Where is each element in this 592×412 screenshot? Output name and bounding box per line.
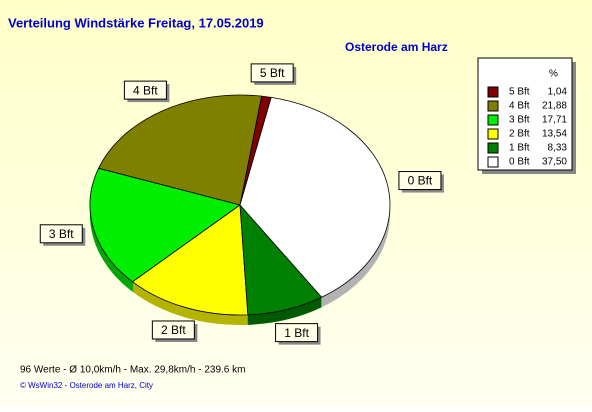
callout-label: 2 Bft [161, 323, 186, 337]
legend-value: 13,54 [542, 129, 567, 140]
footer-stats: 96 Werte - Ø 10,0km/h - Max. 29,8km/h - … [20, 365, 245, 376]
legend-swatch [487, 114, 499, 126]
callout-label: 5 Bft [260, 66, 285, 80]
legend-header: % [549, 69, 558, 80]
chart-subtitle: Osterode am Harz [345, 40, 448, 54]
slice [239, 96, 391, 298]
legend-swatch [487, 128, 499, 140]
legend-label: 2 Bft [509, 129, 530, 140]
callout-box [151, 320, 195, 340]
legend-value: 37,50 [542, 157, 567, 168]
legend-label: 4 Bft [509, 101, 530, 112]
legend-label: 5 Bft [509, 87, 530, 98]
callout-box [250, 63, 294, 83]
callout-box [39, 224, 83, 244]
slice [131, 204, 249, 316]
slice [98, 94, 263, 206]
callout-box [275, 323, 319, 343]
callout-label: 0 Bft [408, 174, 433, 188]
callout-box [398, 171, 442, 191]
slice [89, 167, 241, 283]
legend-label: 3 Bft [509, 115, 530, 126]
callout-label: 4 Bft [133, 83, 158, 97]
legend-value: 1,04 [548, 87, 568, 98]
legend-swatch [487, 86, 499, 98]
legend-label: 1 Bft [509, 143, 530, 154]
legend-swatch [487, 156, 499, 168]
callout-label: 1 Bft [284, 326, 309, 340]
callout-label: 3 Bft [49, 227, 74, 241]
legend-value: 21,88 [542, 101, 567, 112]
legend-swatch [487, 100, 499, 112]
legend-swatch [487, 142, 499, 154]
legend-label: 0 Bft [509, 157, 530, 168]
chart-title: Verteilung Windstärke Freitag, 17.05.201… [8, 15, 264, 30]
legend-value: 17,71 [542, 115, 567, 126]
footer-credit: © WsWin32 - Osterode am Harz, City [20, 381, 153, 390]
legend-value: 8,33 [548, 143, 568, 154]
callout-box [123, 80, 167, 100]
